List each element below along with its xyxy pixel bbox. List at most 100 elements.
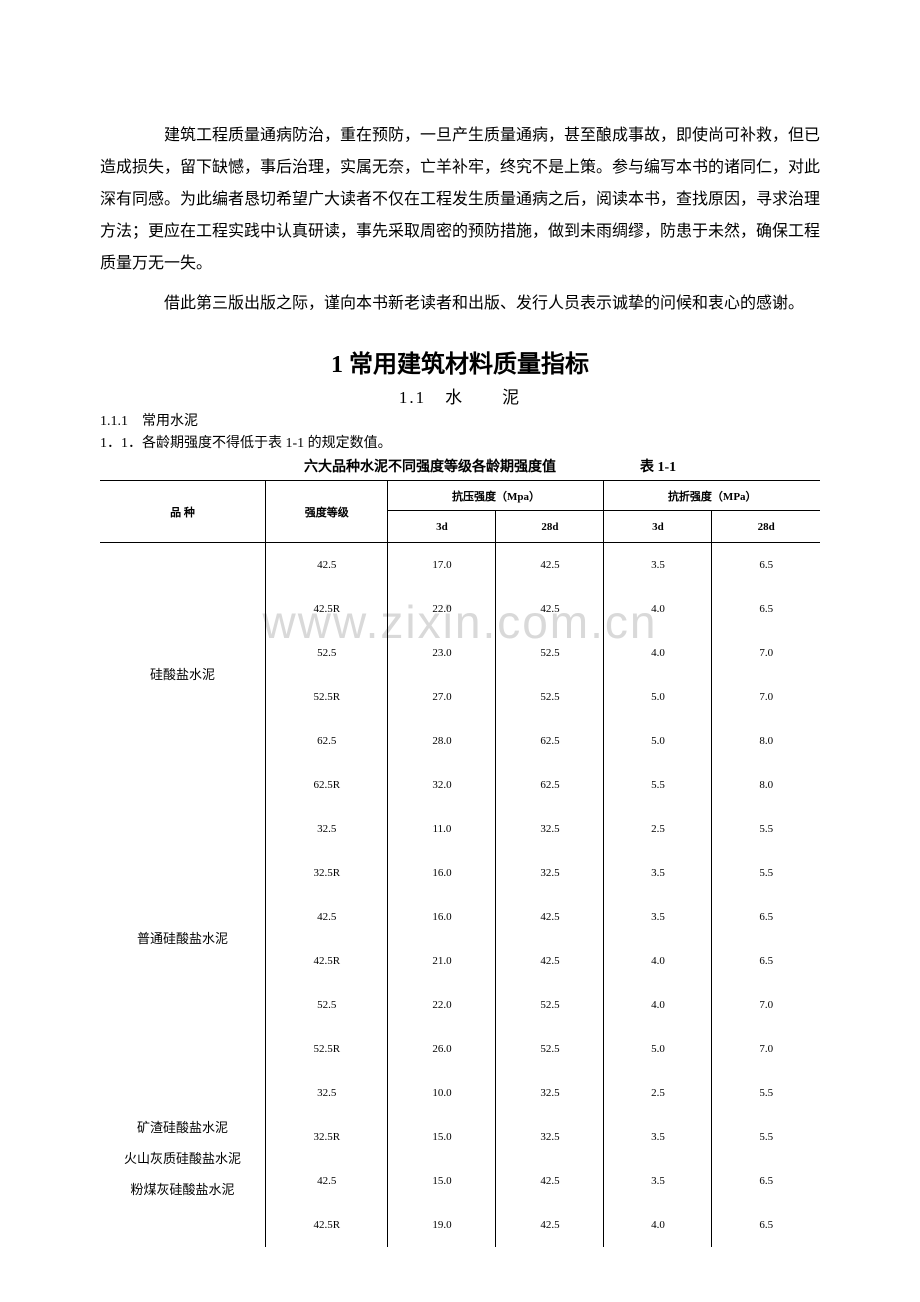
data-cell: 62.5 [266, 719, 388, 763]
variety-line: 矿渣硅酸盐水泥 [100, 1112, 265, 1143]
data-cell: 26.0 [388, 1027, 496, 1071]
th-flex-28d: 28d [712, 511, 820, 543]
data-cell: 4.0 [604, 1203, 712, 1247]
data-cell: 6.5 [712, 1203, 820, 1247]
data-cell: 6.5 [712, 939, 820, 983]
data-cell: 42.5 [496, 1203, 604, 1247]
th-grade: 强度等级 [266, 481, 388, 543]
data-cell: 5.5 [712, 851, 820, 895]
data-cell: 5.0 [604, 1027, 712, 1071]
table-row: 普通硅酸盐水泥32.511.032.52.55.5 [100, 807, 820, 851]
data-cell: 4.0 [604, 587, 712, 631]
data-cell: 22.0 [388, 983, 496, 1027]
paragraph-1: 建筑工程质量通病防治，重在预防，一旦产生质量通病，甚至酿成事故，即使尚可补救，但… [100, 120, 820, 280]
data-cell: 8.0 [712, 763, 820, 807]
data-cell: 62.5 [496, 719, 604, 763]
variety-line: 粉煤灰硅酸盐水泥 [100, 1174, 265, 1205]
data-cell: 42.5R [266, 939, 388, 983]
data-cell: 32.5 [266, 1071, 388, 1115]
page-content: 建筑工程质量通病防治，重在预防，一旦产生质量通病，甚至酿成事故，即使尚可补救，但… [100, 120, 820, 1247]
data-cell: 32.5 [496, 1115, 604, 1159]
th-variety: 品 种 [100, 481, 266, 543]
data-cell: 52.5 [496, 631, 604, 675]
th-comp: 抗压强度（Mpa） [388, 481, 604, 511]
variety-line: 普通硅酸盐水泥 [100, 923, 265, 954]
data-cell: 42.5 [266, 1159, 388, 1203]
data-cell: 52.5 [496, 675, 604, 719]
data-cell: 28.0 [388, 719, 496, 763]
th-comp-3d: 3d [388, 511, 496, 543]
table-title: 六大品种水泥不同强度等级各龄期强度值 [100, 456, 640, 476]
heading-3-line: 1．1．各龄期强度不得低于表 1-1 的规定数值。 [100, 432, 820, 452]
data-cell: 3.5 [604, 1159, 712, 1203]
data-cell: 22.0 [388, 587, 496, 631]
data-cell: 42.5 [496, 543, 604, 587]
data-cell: 42.5 [496, 939, 604, 983]
data-cell: 2.5 [604, 1071, 712, 1115]
data-cell: 52.5 [496, 1027, 604, 1071]
data-cell: 32.5 [266, 807, 388, 851]
data-cell: 6.5 [712, 1159, 820, 1203]
table-header: 品 种 强度等级 抗压强度（Mpa） 抗折强度（MPa） 3d 28d 3d 2… [100, 481, 820, 543]
table-row: 硅酸盐水泥42.517.042.53.56.5 [100, 543, 820, 587]
th-flex: 抗折强度（MPa） [604, 481, 820, 511]
data-cell: 5.5 [712, 1071, 820, 1115]
data-cell: 19.0 [388, 1203, 496, 1247]
cement-strength-table: 品 种 强度等级 抗压强度（Mpa） 抗折强度（MPa） 3d 28d 3d 2… [100, 480, 820, 1247]
data-cell: 4.0 [604, 939, 712, 983]
data-cell: 32.5 [496, 851, 604, 895]
data-cell: 3.5 [604, 543, 712, 587]
heading-2: 1.1 水 泥 [100, 383, 820, 408]
data-cell: 4.0 [604, 631, 712, 675]
data-cell: 32.5R [266, 1115, 388, 1159]
data-cell: 42.5 [496, 587, 604, 631]
data-cell: 42.5 [266, 543, 388, 587]
table-row: 矿渣硅酸盐水泥火山灰质硅酸盐水泥粉煤灰硅酸盐水泥32.510.032.52.55… [100, 1071, 820, 1115]
data-cell: 4.0 [604, 983, 712, 1027]
data-cell: 6.5 [712, 543, 820, 587]
data-cell: 16.0 [388, 895, 496, 939]
data-cell: 32.0 [388, 763, 496, 807]
heading-1: 1 常用建筑材料质量指标 [100, 344, 820, 379]
table-body: 硅酸盐水泥42.517.042.53.56.542.5R22.042.54.06… [100, 543, 820, 1247]
data-cell: 42.5 [266, 895, 388, 939]
data-cell: 3.5 [604, 851, 712, 895]
data-cell: 32.5R [266, 851, 388, 895]
data-cell: 23.0 [388, 631, 496, 675]
data-cell: 62.5R [266, 763, 388, 807]
data-cell: 42.5 [496, 1159, 604, 1203]
data-cell: 7.0 [712, 983, 820, 1027]
variety-cell: 硅酸盐水泥 [100, 543, 266, 807]
data-cell: 5.5 [604, 763, 712, 807]
data-cell: 6.5 [712, 587, 820, 631]
data-cell: 15.0 [388, 1159, 496, 1203]
data-cell: 52.5 [266, 983, 388, 1027]
data-cell: 7.0 [712, 631, 820, 675]
data-cell: 8.0 [712, 719, 820, 763]
data-cell: 3.5 [604, 1115, 712, 1159]
data-cell: 5.5 [712, 807, 820, 851]
data-cell: 32.5 [496, 1071, 604, 1115]
data-cell: 5.5 [712, 1115, 820, 1159]
data-cell: 52.5 [266, 631, 388, 675]
paragraph-2: 借此第三版出版之际，谨向本书新老读者和出版、发行人员表示诚挚的问候和衷心的感谢。 [100, 288, 820, 320]
data-cell: 62.5 [496, 763, 604, 807]
variety-cell: 矿渣硅酸盐水泥火山灰质硅酸盐水泥粉煤灰硅酸盐水泥 [100, 1071, 266, 1247]
data-cell: 17.0 [388, 543, 496, 587]
data-cell: 52.5R [266, 675, 388, 719]
data-cell: 5.0 [604, 719, 712, 763]
th-flex-3d: 3d [604, 511, 712, 543]
data-cell: 42.5R [266, 587, 388, 631]
table-code: 表 1-1 [640, 456, 820, 476]
variety-line: 硅酸盐水泥 [100, 659, 265, 690]
data-cell: 2.5 [604, 807, 712, 851]
data-cell: 11.0 [388, 807, 496, 851]
data-cell: 7.0 [712, 1027, 820, 1071]
variety-line: 火山灰质硅酸盐水泥 [100, 1143, 265, 1174]
data-cell: 16.0 [388, 851, 496, 895]
data-cell: 6.5 [712, 895, 820, 939]
data-cell: 5.0 [604, 675, 712, 719]
data-cell: 10.0 [388, 1071, 496, 1115]
data-cell: 15.0 [388, 1115, 496, 1159]
data-cell: 42.5 [496, 895, 604, 939]
